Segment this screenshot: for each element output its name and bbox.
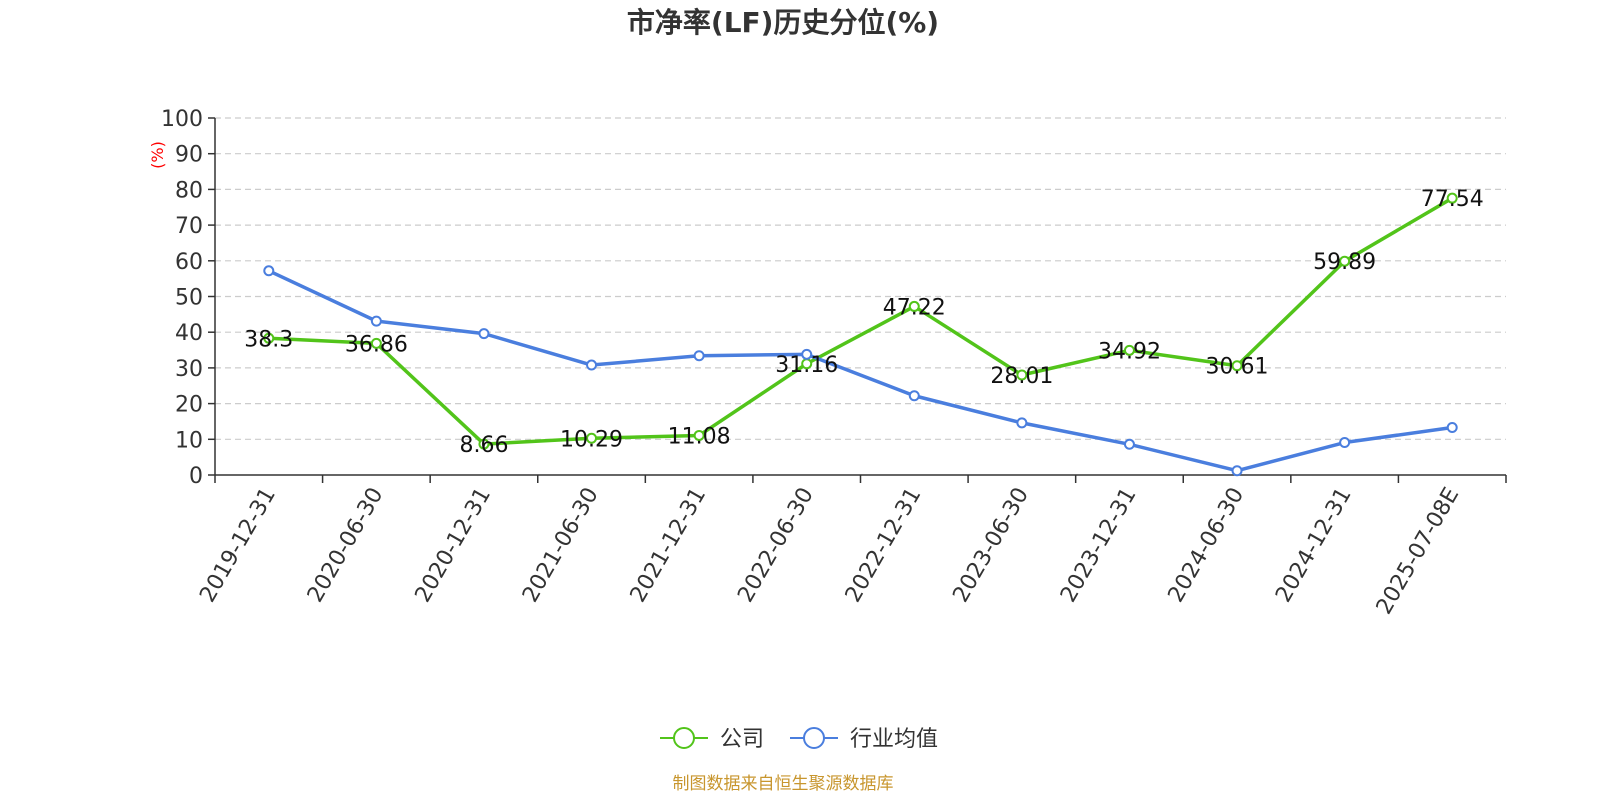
x-tick-label: 2023-12-31 [1056, 484, 1142, 607]
y-tick-label: 20 [175, 393, 203, 418]
company-data-label: 28.01 [990, 364, 1053, 389]
y-tick-label: 50 [175, 286, 203, 311]
y-tick-label: 80 [175, 178, 203, 203]
legend-label-industry: 行业均值 [850, 727, 938, 752]
industry-data-point [693, 350, 705, 362]
chart-title: 市净率(LF)历史分位(%) [627, 6, 939, 39]
industry-data-point [1016, 417, 1028, 429]
industry-data-point [1123, 438, 1135, 450]
x-tick-label: 2022-12-31 [841, 484, 927, 607]
y-tick-label: 10 [175, 428, 203, 453]
y-tick-label: 90 [175, 143, 203, 168]
industry-data-point [801, 348, 813, 360]
x-tick-label: 2025-07-08E [1372, 484, 1465, 619]
company-data-point [908, 300, 920, 312]
company-data-label: 36.86 [345, 332, 408, 357]
x-tick-label: 2022-06-30 [733, 484, 819, 607]
company-data-point [586, 432, 598, 444]
company-data-point [1446, 192, 1458, 204]
legend-marker [673, 727, 695, 749]
company-data-point [1231, 360, 1243, 372]
industry-data-point [1339, 437, 1351, 449]
y-tick-label: 100 [161, 107, 203, 132]
legend-marker [803, 727, 825, 749]
company-data-label: 31.16 [775, 353, 838, 378]
company-data-label: 8.66 [459, 433, 508, 458]
x-tick-label: 2024-06-30 [1164, 484, 1250, 607]
industry-data-point [908, 390, 920, 402]
x-tick-label: 2021-12-31 [626, 484, 712, 607]
company-data-label: 77.54 [1421, 187, 1484, 212]
company-data-point [1123, 344, 1135, 356]
y-tick-label: 30 [175, 357, 203, 382]
source-note: 制图数据来自恒生聚源数据库 [673, 774, 894, 794]
company-data-point [693, 429, 705, 441]
y-axis-unit-label: (%) [148, 141, 167, 169]
company-data-point [478, 438, 490, 450]
industry-data-point [586, 359, 598, 371]
industry-data-point [370, 315, 382, 327]
grid-lines [215, 117, 1506, 440]
x-tick-label: 2019-12-31 [195, 484, 281, 607]
company-data-label: 10.29 [560, 427, 623, 452]
industry-data-point [1446, 422, 1458, 434]
x-tick-label: 2023-06-30 [948, 484, 1034, 607]
x-tick-label: 2024-12-31 [1271, 484, 1357, 607]
company-series-line [268, 196, 1454, 446]
x-tick-label: 2021-06-30 [518, 484, 604, 607]
x-tick-label: 2020-12-31 [411, 484, 497, 607]
y-tick-label: 0 [189, 464, 203, 489]
data-labels: 38.3 36.86 8.66 10.29 11.08 31.16 47.22 28.01 34… [244, 187, 1483, 458]
industry-data-point [1231, 465, 1243, 477]
company-data-label: 34.92 [1098, 339, 1161, 364]
y-tick-label: 70 [175, 214, 203, 239]
company-data-label: 38.3 [244, 327, 293, 352]
industry-data-point [478, 328, 490, 340]
y-tick-label: 40 [175, 321, 203, 346]
industry-data-point [263, 265, 275, 277]
y-tick-label: 60 [175, 250, 203, 275]
series-lines [263, 192, 1458, 477]
legend: 公司 行业均值 [660, 727, 938, 752]
company-data-point [370, 337, 382, 349]
company-data-label: 59.89 [1313, 250, 1376, 275]
company-data-point [1016, 369, 1028, 381]
company-data-point [1339, 255, 1351, 267]
company-data-label: 11.08 [668, 424, 731, 449]
legend-label-company: 公司 [720, 727, 764, 752]
company-data-label: 47.22 [883, 295, 946, 320]
company-data-point [263, 332, 275, 344]
x-tick-label: 2020-06-30 [303, 484, 389, 607]
company-data-label: 30.61 [1206, 355, 1269, 380]
industry-series-line [268, 269, 1453, 473]
